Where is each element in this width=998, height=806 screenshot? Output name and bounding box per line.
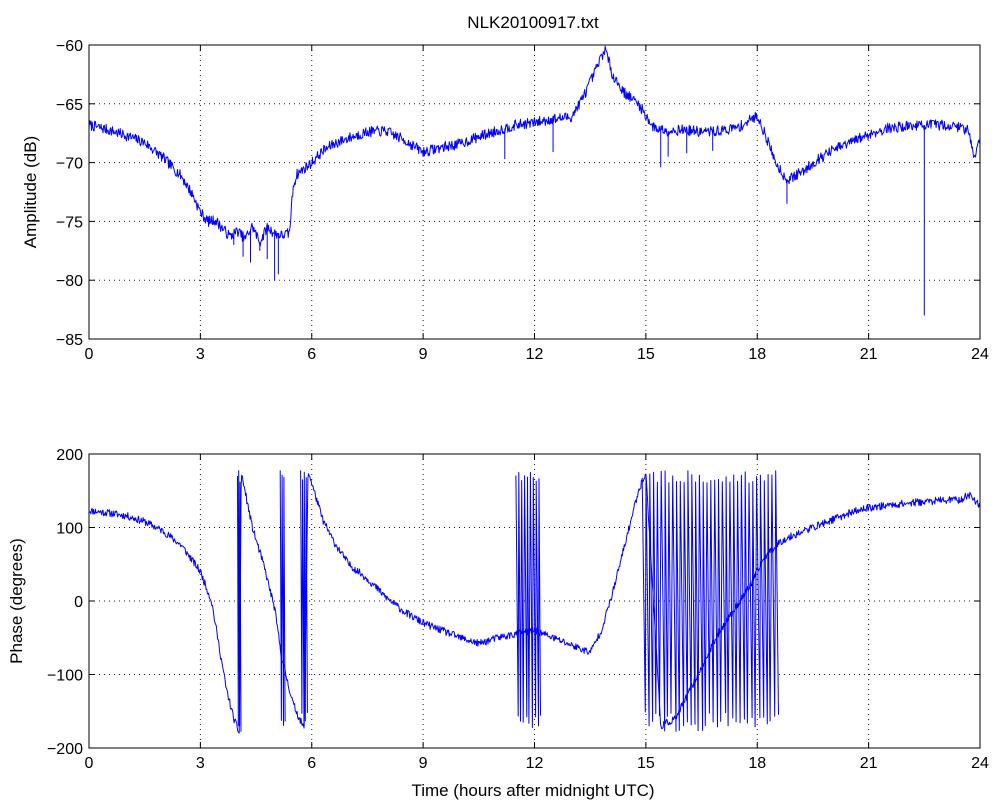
phase-y-tick-label: −100 xyxy=(47,668,83,685)
phase-y-axis-label: Phase (degrees) xyxy=(7,538,26,664)
amplitude-y-tick-label: −70 xyxy=(56,156,83,173)
phase-wrap-flips xyxy=(237,470,242,732)
phase-y-tick-label: −200 xyxy=(47,741,83,758)
phase-x-tick-label: 0 xyxy=(85,755,94,772)
amplitude-x-tick-label: 18 xyxy=(748,346,766,363)
amplitude-axes: NLK20100917.txt 0 3 6 9 12 15 18 21 24 −85 −80 −75 −… xyxy=(21,13,989,363)
phase-x-tick-label: 21 xyxy=(860,755,878,772)
phase-x-tick-label: 6 xyxy=(307,755,316,772)
phase-trace xyxy=(88,470,981,734)
amplitude-x-tick-label: 0 xyxy=(85,346,94,363)
phase-y-tick-label: 200 xyxy=(56,447,83,464)
amplitude-frame xyxy=(88,44,981,340)
phase-ticks: 0 3 6 9 12 15 18 21 24 −200 −100 0 100 200 xyxy=(47,447,989,772)
amplitude-x-tick-label: 6 xyxy=(307,346,316,363)
amplitude-series-line xyxy=(88,45,981,247)
amplitude-x-tick-label: 12 xyxy=(526,346,544,363)
x-axis-label: Time (hours after midnight UTC) xyxy=(411,781,654,800)
amplitude-x-tick-label: 9 xyxy=(419,346,428,363)
amplitude-trace xyxy=(88,45,981,316)
phase-x-tick-label: 18 xyxy=(748,755,766,772)
phase-wrap-flips xyxy=(515,471,541,729)
amplitude-grid xyxy=(89,45,980,339)
amplitude-y-tick-label: −65 xyxy=(56,97,83,114)
phase-wrap-flips xyxy=(641,470,779,732)
amplitude-x-tick-label: 21 xyxy=(860,346,878,363)
amplitude-x-tick-label: 15 xyxy=(637,346,655,363)
amplitude-x-tick-label: 24 xyxy=(971,346,989,363)
phase-y-tick-label: 0 xyxy=(74,594,83,611)
chart-title: NLK20100917.txt xyxy=(467,13,599,32)
phase-x-tick-label: 3 xyxy=(196,755,205,772)
amplitude-y-axis-label: Amplitude (dB) xyxy=(21,136,40,248)
amplitude-x-tick-label: 3 xyxy=(196,346,205,363)
phase-x-tick-label: 24 xyxy=(971,755,989,772)
phase-y-tick-label: 100 xyxy=(56,521,83,538)
phase-wrap-flips xyxy=(279,470,286,726)
amplitude-y-tick-label: −75 xyxy=(56,214,83,231)
amplitude-y-tick-label: −80 xyxy=(56,273,83,290)
phase-wrap-flips xyxy=(300,470,308,729)
phase-x-tick-label: 12 xyxy=(526,755,544,772)
amplitude-y-tick-label: −85 xyxy=(56,332,83,349)
phase-axes: 0 3 6 9 12 15 18 21 24 −200 −100 0 100 200 Phase (deg… xyxy=(7,447,989,800)
amplitude-y-tick-label: −60 xyxy=(56,38,83,55)
phase-frame xyxy=(88,453,981,749)
amplitude-ticks: 0 3 6 9 12 15 18 21 24 −85 −80 −75 −70 −65 −60 xyxy=(56,38,989,363)
phase-x-tick-label: 9 xyxy=(419,755,428,772)
phase-x-tick-label: 15 xyxy=(637,755,655,772)
